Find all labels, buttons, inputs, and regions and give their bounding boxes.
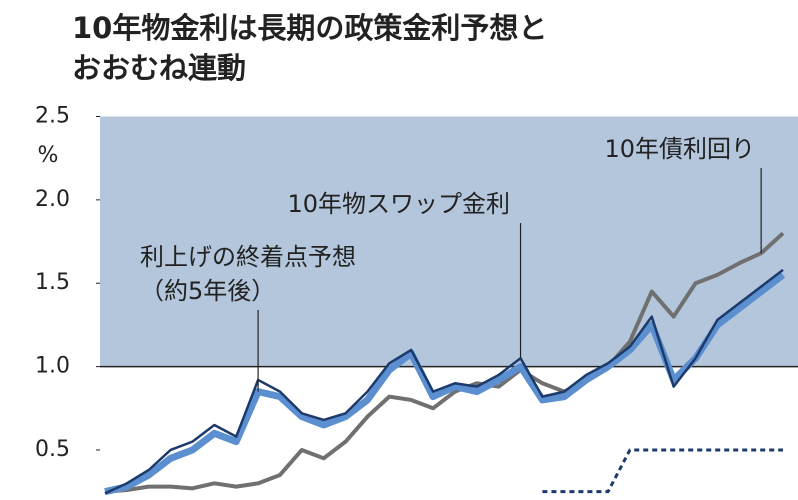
annotation: （約5年後） <box>140 277 275 305</box>
y-tick-label: 1.0 <box>35 354 70 379</box>
series-line <box>104 268 784 495</box>
chart-title: 10年物金利は長期の政策金利予想と <box>72 11 547 45</box>
series-line <box>104 231 785 494</box>
y-tick-label: 2.5 <box>35 104 70 129</box>
y-tick-label: 2.0 <box>35 187 70 212</box>
series-line <box>542 448 783 494</box>
y-tick-label: 0.5 <box>35 437 70 462</box>
y-unit: % <box>38 143 59 168</box>
y-tick-label: 1.5 <box>35 270 70 295</box>
annotation: 10年債利回り <box>604 135 755 163</box>
annotation: 利上げの終着点予想 <box>140 243 356 271</box>
annotation: 10年物スワップ金利 <box>287 190 510 218</box>
shaded-band <box>100 116 798 367</box>
chart-title: おおむね連動 <box>72 51 246 85</box>
